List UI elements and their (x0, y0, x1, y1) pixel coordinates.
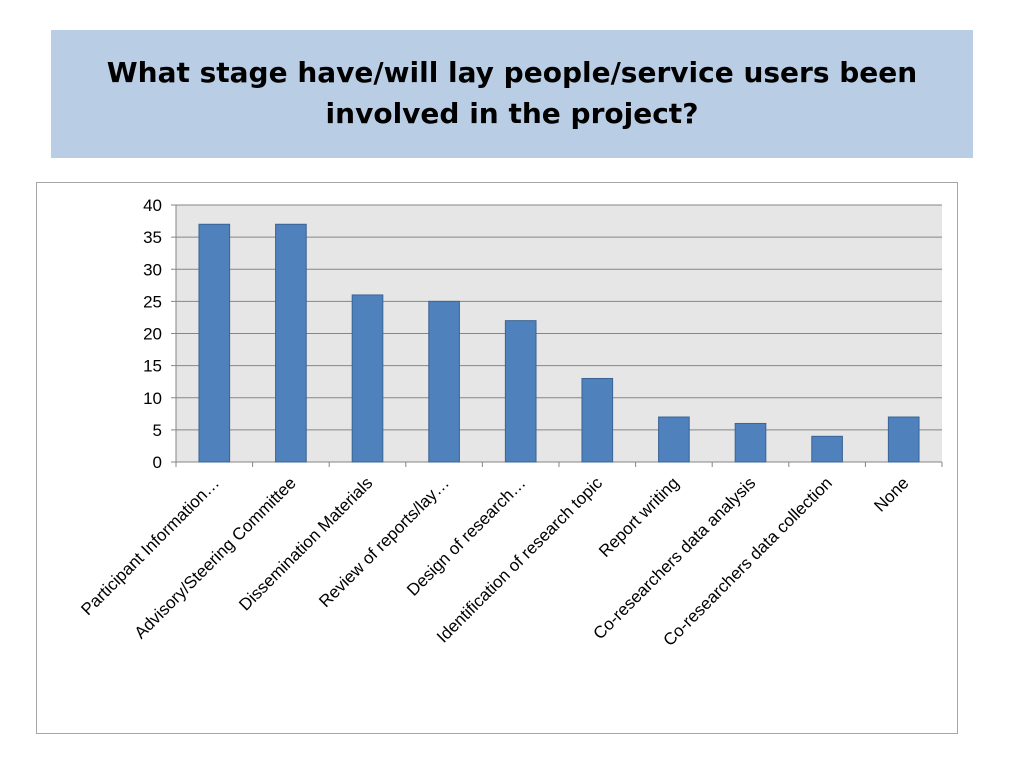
y-tick-label: 0 (153, 453, 162, 472)
bar (428, 300, 460, 463)
bar (887, 416, 920, 463)
y-tick-label: 40 (143, 196, 162, 215)
bar (198, 223, 231, 463)
bar (275, 223, 307, 463)
bar-chart: 0 5 10 15 20 25 30 35 40 Participant Information…… (77, 196, 943, 650)
title-band: What stage have/will lay people/service … (51, 30, 973, 158)
y-tick-label: 20 (143, 325, 162, 344)
plot-area: 0 5 10 15 20 25 30 35 40 Participant Information…… (77, 196, 943, 650)
chart-frame: 0 5 10 15 20 25 30 35 40 Participant Information…… (36, 182, 958, 734)
y-tick-label: 25 (143, 292, 162, 311)
category-label: Review of reports/lay… (315, 473, 453, 611)
category-label: Participant Information… (77, 473, 223, 619)
category-label: Advisory/Steering Committee (131, 473, 300, 642)
y-tick-label: 5 (153, 421, 162, 440)
bar (734, 422, 767, 463)
category-label: Co-researchers data collection (659, 473, 835, 649)
y-tick-label: 15 (143, 357, 162, 376)
y-tick-label: 10 (143, 389, 162, 408)
category-label: Identification of research topic (433, 473, 606, 646)
bar (351, 294, 384, 463)
bar (811, 435, 843, 463)
category-label: None (870, 473, 912, 515)
category-label: Co-researchers data analysis (590, 473, 760, 643)
bar (581, 377, 614, 463)
y-tick-label: 35 (143, 228, 162, 247)
category-label: Report writing (595, 473, 683, 561)
slide-title: What stage have/will lay people/service … (106, 56, 918, 130)
y-tick-label: 30 (143, 260, 162, 279)
bar (658, 416, 690, 463)
category-label: Dissemination Materials (235, 473, 376, 614)
bar (504, 320, 537, 463)
